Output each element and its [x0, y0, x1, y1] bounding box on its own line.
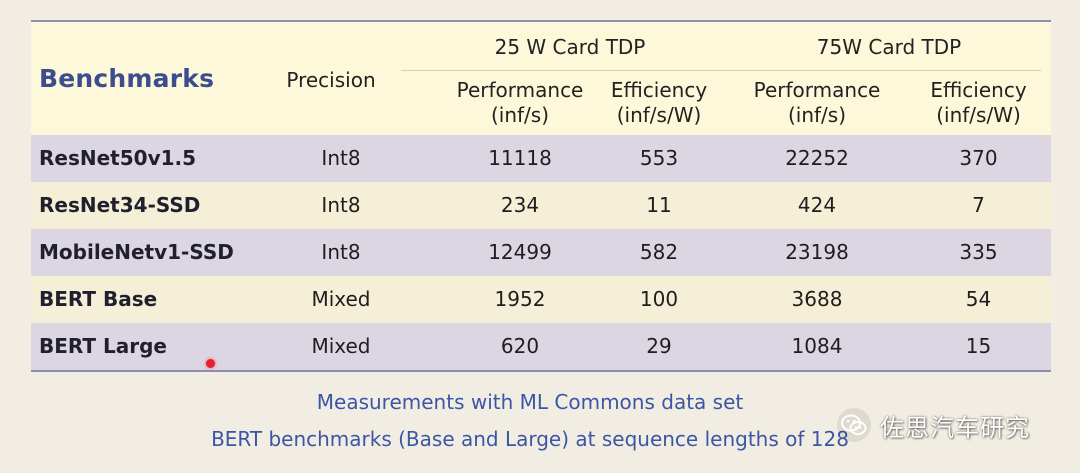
benchmark-name: ResNet50v1.5	[39, 135, 299, 182]
table-row: MobileNetv1-SSD Int8 12499 582 23198 335	[31, 229, 1051, 276]
footnote-bert-seq: BERT benchmarks (Base and Large) at sequ…	[150, 427, 910, 451]
eff-25w-header: Efficiency (inf/s/W)	[579, 78, 739, 128]
eff-25w-cell: 29	[579, 323, 739, 370]
precision-cell: Mixed	[291, 323, 391, 370]
group-divider	[401, 70, 1041, 71]
benchmark-name: ResNet34-SSD	[39, 182, 299, 229]
perf-75w-unit: (inf/s)	[731, 103, 903, 128]
table-row: ResNet50v1.5 Int8 11118 553 22252 370	[31, 135, 1051, 182]
benchmark-name: BERT Large	[39, 323, 299, 370]
eff-75w-unit: (inf/s/W)	[901, 103, 1056, 128]
perf-75w-cell: 1084	[731, 323, 903, 370]
precision-cell: Int8	[291, 182, 391, 229]
watermark-text: 佐思汽车研究	[880, 408, 1030, 443]
table-row: BERT Large Mixed 620 29 1084 15	[31, 323, 1051, 370]
eff-25w-cell: 582	[579, 229, 739, 276]
eff-25w-cell: 11	[579, 182, 739, 229]
eff-25w-cell: 100	[579, 276, 739, 323]
wechat-icon	[836, 407, 872, 443]
eff-25w-label: Efficiency	[579, 78, 739, 103]
benchmark-name: BERT Base	[39, 276, 299, 323]
eff-25w-unit: (inf/s/W)	[579, 103, 739, 128]
group-75w-header: 75W Card TDP	[739, 35, 1039, 60]
eff-75w-cell: 370	[901, 135, 1056, 182]
precision-cell: Int8	[291, 229, 391, 276]
table-header: Benchmarks Precision 25 W Card TDP 75W C…	[31, 22, 1051, 135]
precision-header: Precision	[271, 68, 391, 93]
benchmarks-header: Benchmarks	[39, 64, 214, 93]
eff-75w-cell: 7	[901, 182, 1056, 229]
precision-cell: Int8	[291, 135, 391, 182]
watermark: 佐思汽车研究	[836, 405, 1030, 445]
footnote-ml-commons: Measurements with ML Commons data set	[230, 390, 830, 414]
benchmark-name: MobileNetv1-SSD	[39, 229, 299, 276]
perf-75w-label: Performance	[731, 78, 903, 103]
perf-75w-header: Performance (inf/s)	[731, 78, 903, 128]
perf-75w-cell: 23198	[731, 229, 903, 276]
perf-75w-cell: 3688	[731, 276, 903, 323]
benchmark-table: Benchmarks Precision 25 W Card TDP 75W C…	[31, 20, 1051, 372]
eff-75w-cell: 54	[901, 276, 1056, 323]
table-row: BERT Base Mixed 1952 100 3688 54	[31, 276, 1051, 323]
precision-cell: Mixed	[291, 276, 391, 323]
table-row: ResNet34-SSD Int8 234 11 424 7	[31, 182, 1051, 229]
perf-75w-cell: 22252	[731, 135, 903, 182]
laser-pointer-dot	[206, 359, 215, 368]
group-25w-header: 25 W Card TDP	[401, 35, 739, 60]
eff-75w-label: Efficiency	[901, 78, 1056, 103]
eff-75w-cell: 335	[901, 229, 1056, 276]
eff-75w-header: Efficiency (inf/s/W)	[901, 78, 1056, 128]
eff-75w-cell: 15	[901, 323, 1056, 370]
eff-25w-cell: 553	[579, 135, 739, 182]
perf-75w-cell: 424	[731, 182, 903, 229]
